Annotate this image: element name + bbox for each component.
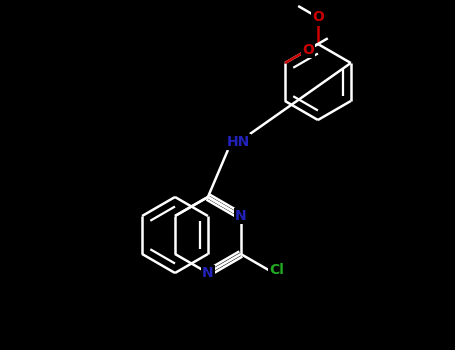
Text: N: N xyxy=(235,209,247,223)
Text: Cl: Cl xyxy=(269,263,284,277)
Text: HN: HN xyxy=(226,135,249,149)
Text: O: O xyxy=(302,43,314,57)
Text: N: N xyxy=(202,266,214,280)
Text: O: O xyxy=(312,10,324,25)
